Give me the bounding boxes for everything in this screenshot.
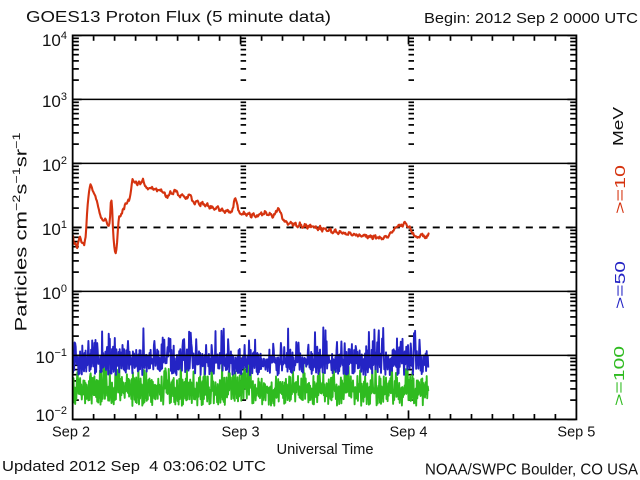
svg-text:MeV: MeV — [610, 107, 627, 146]
svg-text:Sep 2: Sep 2 — [52, 425, 90, 441]
svg-text:>=100: >=100 — [611, 346, 628, 406]
svg-text:Universal Time: Universal Time — [277, 441, 374, 458]
svg-text:>=10: >=10 — [612, 165, 629, 214]
svg-text:GOES13 Proton Flux (5 minute d: GOES13 Proton Flux (5 minute data) — [26, 9, 331, 26]
svg-text:103: 103 — [42, 91, 67, 111]
svg-text:104: 104 — [42, 30, 67, 50]
svg-text:>=50: >=50 — [612, 261, 629, 309]
svg-text:Begin: 2012 Sep 2 0000 UTC: Begin: 2012 Sep 2 0000 UTC — [424, 10, 638, 27]
svg-text:NOAA/SWPC Boulder, CO USA: NOAA/SWPC Boulder, CO USA — [425, 462, 638, 479]
svg-text:Updated 2012 Sep 4 03:06:02 U: Updated 2012 Sep 4 03:06:02 UTC — [2, 458, 266, 475]
svg-text:Sep 5: Sep 5 — [557, 425, 595, 441]
svg-text:100: 100 — [42, 283, 67, 303]
svg-text:101: 101 — [42, 219, 67, 239]
svg-text:Sep 3: Sep 3 — [222, 425, 260, 441]
svg-text:Sep 4: Sep 4 — [389, 425, 427, 441]
svg-text:Particles cm−2s−1sr−1: Particles cm−2s−1sr−1 — [11, 133, 31, 332]
svg-text:102: 102 — [42, 155, 67, 175]
